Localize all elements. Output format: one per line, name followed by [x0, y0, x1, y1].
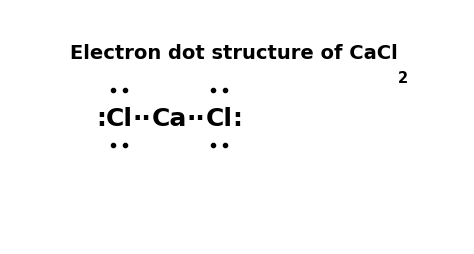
- Text: Electron dot structure of CaCl: Electron dot structure of CaCl: [70, 44, 398, 63]
- Text: :: :: [233, 106, 243, 131]
- Text: Cl: Cl: [206, 106, 233, 131]
- Text: Ca: Ca: [152, 106, 187, 131]
- Text: Cl: Cl: [106, 106, 133, 131]
- Text: ··: ··: [187, 106, 206, 131]
- Text: ··: ··: [133, 106, 152, 131]
- Text: 2: 2: [398, 71, 408, 86]
- Text: :: :: [96, 106, 106, 131]
